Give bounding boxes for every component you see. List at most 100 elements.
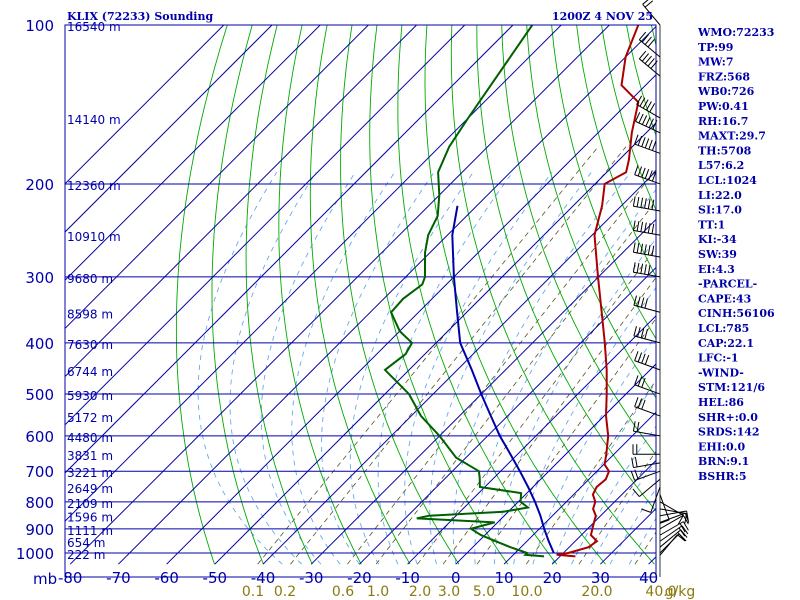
dry-adiabat-line [397, 25, 558, 565]
index-value: STM:121/6 [698, 381, 765, 394]
temperature-tick-label: -30 [299, 569, 324, 587]
isotherm-line [65, 25, 466, 426]
wind-barb-flag [644, 138, 650, 149]
moist-adiabat-line [452, 171, 632, 565]
index-value: TH:5708 [698, 144, 752, 157]
index-value: WMO:72233 [697, 26, 774, 39]
wind-barb-shaft [659, 510, 687, 517]
isotherm-line [65, 25, 273, 233]
mixing-ratio-line [347, 168, 656, 565]
wind-barbs [630, 0, 690, 577]
height-label: 5172 m [67, 411, 113, 425]
isotherm-line [551, 459, 656, 565]
isotherm-line [65, 25, 562, 522]
wind-barb-shaft [634, 470, 661, 481]
isotherm-line [407, 315, 656, 565]
moist-adiabat-line [260, 171, 356, 565]
wind-barb-flag [641, 53, 650, 62]
wind-barb-flag [647, 244, 651, 255]
pressure-tick-label: 500 [25, 386, 54, 404]
height-label: 4480 m [67, 431, 113, 445]
moist-adiabat-line [571, 425, 656, 565]
temperature-tick-label: -80 [58, 569, 83, 587]
dry-adiabat-line [501, 25, 656, 456]
height-label: 1596 m [67, 511, 113, 525]
sounding-series [383, 25, 640, 558]
moist-adiabat-line [513, 286, 656, 565]
isotherm-line [118, 25, 656, 565]
index-value: SHR+:0.0 [698, 411, 758, 424]
dry-adiabat-line [340, 25, 460, 565]
index-value: CAPE:43 [698, 292, 751, 305]
index-value: LFC:-1 [698, 352, 739, 365]
height-label: 222 m [67, 548, 105, 562]
wind-barb-flag [641, 508, 651, 513]
dry-adiabat-line [309, 25, 411, 565]
wind-barb-flag [632, 196, 636, 207]
wind-barb-shaft [633, 430, 661, 437]
mixing-ratio-label: 3.0 [438, 584, 460, 600]
wind-barb-flag [637, 166, 643, 177]
temperature-tick-label: 0 [451, 569, 461, 587]
dry-adiabat-line [526, 25, 656, 399]
temperature-tick-label: 40 [639, 569, 658, 587]
temperature-tick-label: 10 [494, 569, 513, 587]
moist-adiabat-line [474, 188, 656, 565]
index-value: MAXT:29.7 [698, 130, 766, 143]
mixing-ratio-label: 0.2 [274, 584, 296, 600]
isotherm-line [455, 363, 656, 565]
wind-barb-flag [644, 169, 650, 179]
index-value: KI:-34 [698, 233, 737, 246]
temperature-tick-label: -60 [154, 569, 179, 587]
wind-barb-flag [634, 375, 639, 385]
mixing-ratio-label: 40.0 [645, 584, 676, 600]
pressure-tick-label: 200 [25, 176, 54, 194]
wind-barb-flag [633, 326, 637, 337]
wind-barb-flag [642, 0, 649, 5]
pressure-tick-label: 800 [25, 494, 54, 512]
temperature-tick-label: -40 [251, 569, 276, 587]
pressure-tick-label: 400 [25, 335, 54, 353]
isotherm-line [65, 25, 418, 378]
index-value: SRDS:142 [698, 426, 760, 439]
wind-barb-flag [631, 457, 634, 468]
wind-barb-flag [641, 137, 646, 147]
mixing-ratio-line [417, 246, 656, 565]
wind-barb-shaft [659, 494, 670, 521]
wind-barb-flag [647, 198, 651, 209]
wind-barb-flag [659, 519, 670, 524]
wind-barb-flag [638, 50, 647, 60]
wind-barb-flag [642, 99, 649, 109]
wind-barb-shaft [642, 3, 661, 26]
wind-barb-flag [644, 298, 648, 309]
wind-barb-shaft [633, 229, 661, 236]
height-label: 14140 m [67, 113, 121, 127]
wind-barb-flag [632, 421, 636, 432]
isotherm-line [214, 122, 656, 565]
wind-barb-flag [641, 167, 646, 178]
wind-barb-flag [633, 295, 637, 306]
dry-adiabat-line [175, 25, 228, 565]
mixing-ratio-line [375, 200, 656, 565]
index-value: L57:6.2 [698, 159, 744, 172]
temperature-tick-label: -50 [203, 569, 228, 587]
wind-barb-flag [644, 198, 647, 209]
dry-adiabat-line [278, 25, 362, 565]
wind-barb-flag [636, 221, 640, 232]
wind-barb-flag [635, 112, 641, 122]
wind-barb-flag [644, 222, 647, 233]
dry-adiabat-line [424, 25, 606, 565]
wind-barb-flag [677, 531, 685, 541]
height-label: 654 m [67, 536, 105, 550]
wind-barb-flag [644, 36, 652, 45]
wind-barb-shaft [659, 514, 684, 530]
wind-barb-flag [640, 297, 645, 308]
index-value: HEL:86 [698, 396, 744, 409]
wind-barb-flag [637, 376, 643, 387]
index-value: FRZ:568 [698, 70, 750, 83]
wind-barb-flag [632, 262, 636, 273]
pressure-tick-label: 600 [25, 428, 54, 446]
wind-barb-flag [640, 243, 644, 254]
